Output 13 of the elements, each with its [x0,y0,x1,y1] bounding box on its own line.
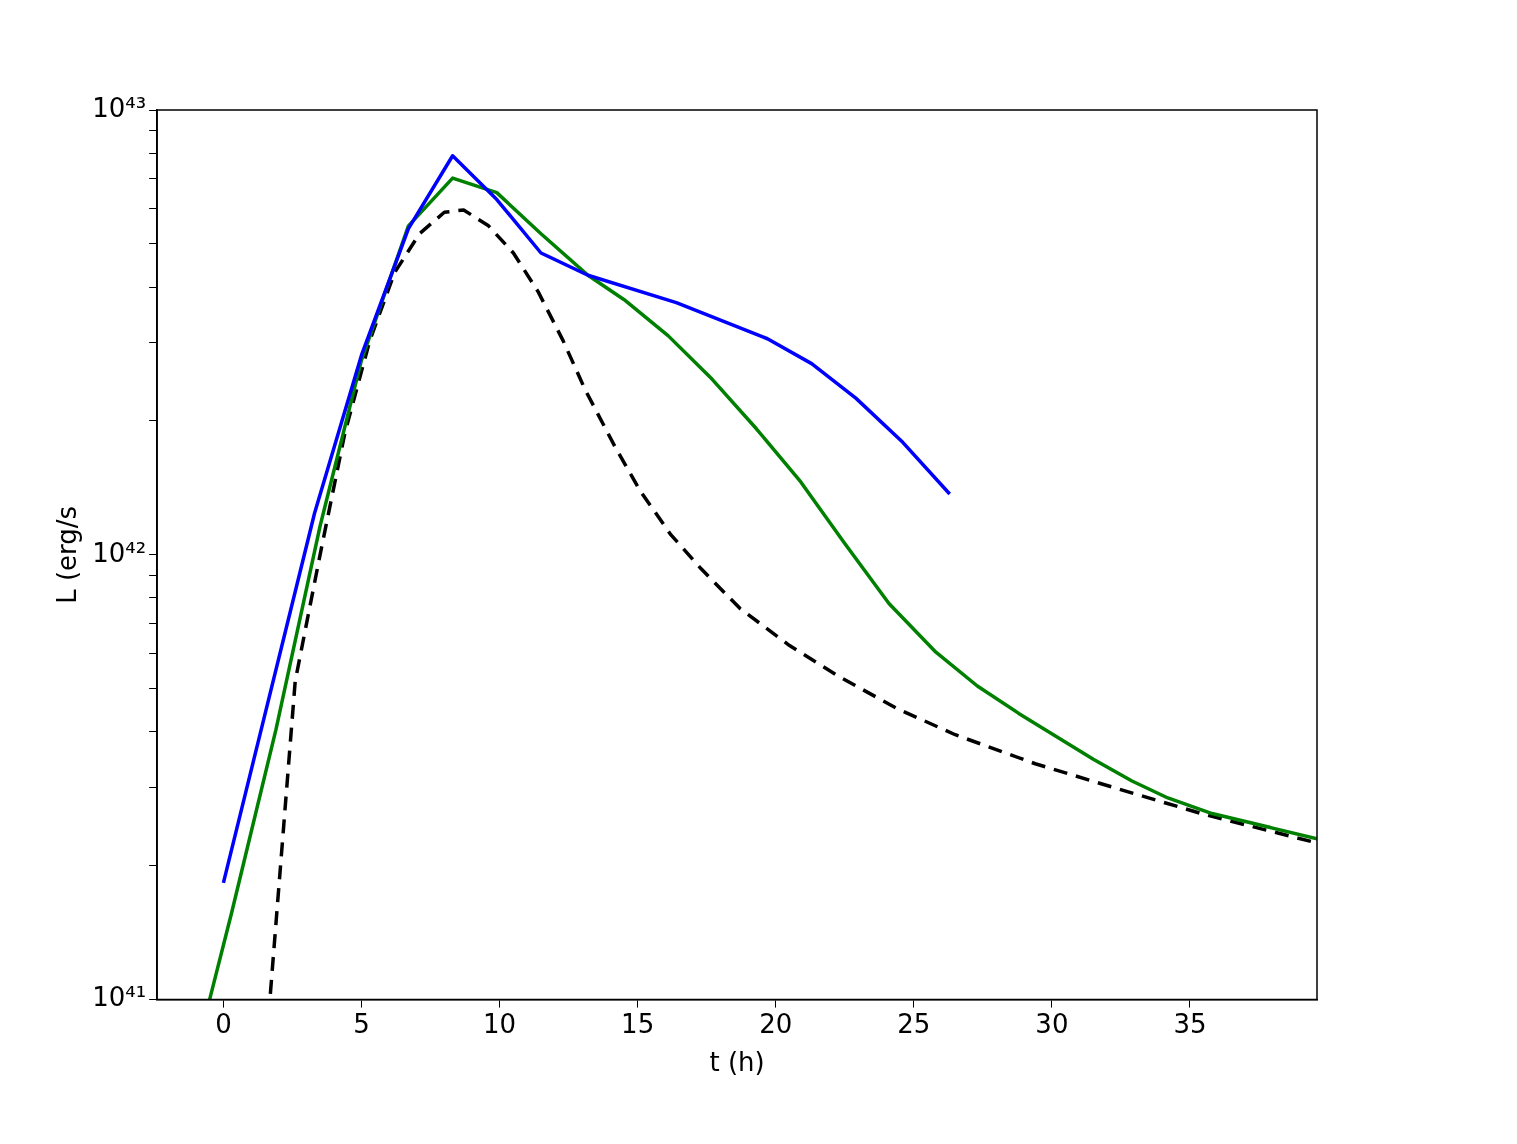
x-tick-label: 0 [215,1008,232,1039]
x-tick-label: 25 [897,1008,931,1039]
x-tick-label: 30 [1035,1008,1069,1039]
y-tick-label: 10⁴² [92,537,147,568]
x-tick-label: 15 [621,1008,655,1039]
x-tick-label: 10 [483,1008,517,1039]
y-tick-label: 10⁴¹ [92,982,147,1013]
y-axis-title: L (erg/s [52,505,83,604]
x-tick-label: 5 [353,1008,370,1039]
y-tick-label: 10⁴³ [92,92,147,123]
x-axis-title: t (h) [709,1047,765,1078]
x-tick-label: 35 [1173,1008,1207,1039]
x-tick-label: 20 [759,1008,793,1039]
